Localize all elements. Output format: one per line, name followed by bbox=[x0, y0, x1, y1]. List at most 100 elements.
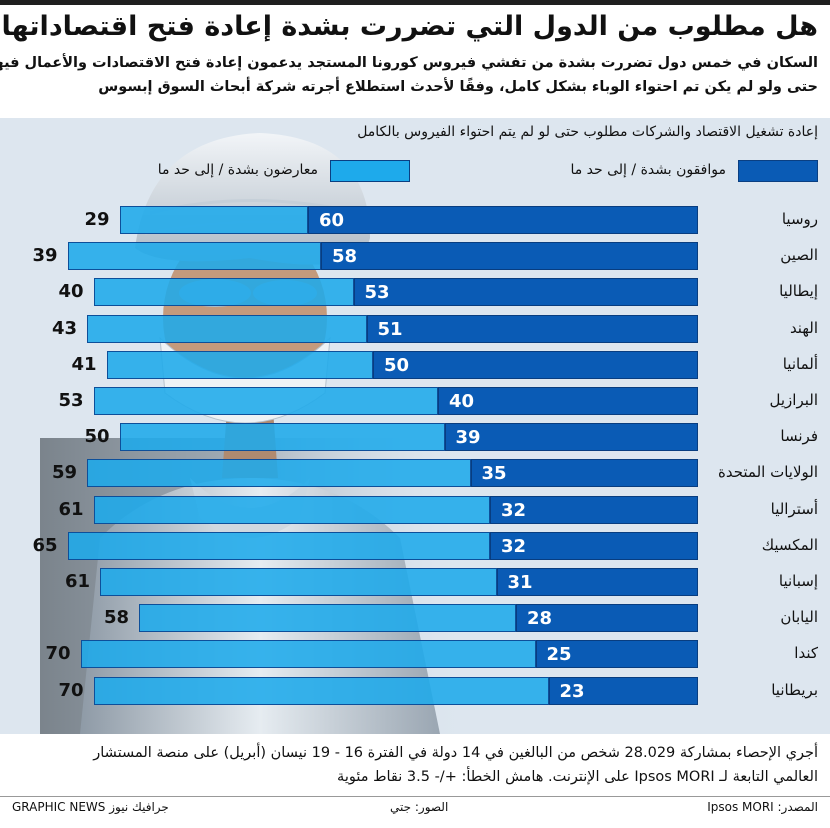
bar-oppose bbox=[93, 676, 549, 705]
data-label-oppose: 61 bbox=[58, 498, 84, 520]
category-label: البرازيل bbox=[769, 391, 819, 409]
bar-agree: 50 bbox=[373, 350, 698, 379]
data-label-agree: 58 bbox=[332, 246, 358, 268]
bar-agree: 32 bbox=[490, 495, 698, 524]
bar-row: 28 58 اليابان bbox=[0, 604, 830, 633]
category-label: بريطانيا bbox=[771, 680, 818, 699]
data-label-oppose: 40 bbox=[58, 281, 84, 303]
data-label-oppose: 39 bbox=[32, 245, 58, 267]
legend-label-oppose: معارضون بشدة / إلى حد ما bbox=[157, 162, 318, 178]
bar-oppose bbox=[93, 278, 354, 307]
data-label-agree: 31 bbox=[507, 572, 533, 593]
bar-row: 60 29 روسيا bbox=[0, 206, 830, 234]
footnote-line-1: أجري الإحصاء بمشاركة 28.029 شخص من البال… bbox=[93, 745, 818, 761]
bar-row: 50 41 ألمانيا bbox=[0, 350, 830, 379]
category-label: الصين bbox=[780, 246, 818, 265]
bar-row: 40 53 البرازيل bbox=[0, 387, 830, 415]
bar-oppose bbox=[87, 314, 367, 343]
data-label-agree: 35 bbox=[481, 463, 507, 485]
category-label: فرنسا bbox=[780, 427, 818, 446]
data-label-oppose: 70 bbox=[58, 679, 84, 701]
bar-row: 35 59 الولايات المتحدة bbox=[0, 459, 830, 488]
data-label-agree: 25 bbox=[546, 644, 572, 666]
bar-agree: 23 bbox=[548, 676, 698, 705]
bar-agree: 40 bbox=[438, 387, 698, 415]
data-label-oppose: 61 bbox=[64, 571, 90, 592]
category-label: أستراليا bbox=[770, 499, 818, 518]
bar-oppose bbox=[100, 568, 497, 596]
legend-swatch-agree bbox=[738, 160, 818, 182]
data-label-oppose: 59 bbox=[51, 462, 77, 484]
data-label-agree: 50 bbox=[384, 354, 410, 376]
data-label-agree: 60 bbox=[319, 210, 345, 231]
category-label: إسبانيا bbox=[778, 572, 818, 590]
category-label: اليابان bbox=[780, 608, 818, 627]
category-label: إيطاليا bbox=[779, 282, 818, 301]
bar-row: 25 70 كندا bbox=[0, 640, 830, 669]
bar-agree: 60 bbox=[308, 206, 698, 234]
data-label-oppose: 58 bbox=[103, 607, 129, 629]
legend-label-agree: موافقون بشدة / إلى حد ما bbox=[570, 162, 726, 178]
bar-agree: 51 bbox=[366, 314, 698, 343]
bar-agree: 58 bbox=[321, 242, 698, 271]
category-label: كندا bbox=[794, 644, 818, 663]
bar-oppose bbox=[67, 242, 321, 271]
bar-oppose bbox=[93, 387, 438, 415]
data-label-agree: 28 bbox=[527, 608, 553, 630]
bar-row: 58 39 الصين bbox=[0, 242, 830, 271]
data-label-oppose: 43 bbox=[51, 317, 77, 339]
bar-oppose bbox=[87, 459, 471, 488]
data-label-agree: 39 bbox=[455, 427, 481, 449]
category-label: ألمانيا bbox=[782, 354, 818, 373]
bar-row: 39 50 فرنسا bbox=[0, 423, 830, 452]
data-label-oppose: 41 bbox=[71, 353, 97, 375]
category-label: روسيا bbox=[781, 210, 818, 228]
bar-oppose bbox=[80, 640, 536, 669]
bar-oppose bbox=[139, 604, 516, 633]
bar-agree: 39 bbox=[444, 423, 698, 452]
bar-row: 32 65 المكسيك bbox=[0, 531, 830, 560]
legend-item-oppose: معارضون بشدة / إلى حد ما bbox=[10, 160, 410, 182]
category-label: الولايات المتحدة bbox=[717, 463, 818, 482]
category-label: المكسيك bbox=[761, 535, 818, 554]
top-rule bbox=[0, 0, 830, 5]
data-label-oppose: 65 bbox=[32, 534, 58, 556]
bar-oppose bbox=[106, 350, 373, 379]
bar-oppose bbox=[119, 206, 308, 234]
legend-swatch-oppose bbox=[330, 160, 410, 182]
footnote-line-2: العالمي التابعة لـ Ipsos MORI على الإنتر… bbox=[337, 769, 818, 785]
bar-agree: 35 bbox=[470, 459, 698, 488]
footer-photos: الصور: جتي bbox=[390, 800, 449, 814]
footer-source: المصدر: Ipsos MORI bbox=[707, 800, 818, 814]
chart-heading: إعادة تشغيل الاقتصاد والشركات مطلوب حتى … bbox=[357, 124, 818, 140]
bar-chart: 60 29 روسيا 58 39 الصين 53 40 إيطاليا 51 43 الهند 50… bbox=[0, 118, 830, 734]
bar-oppose bbox=[93, 495, 490, 524]
bar-agree: 28 bbox=[516, 604, 698, 633]
bar-row: 23 70 بريطانيا bbox=[0, 676, 830, 705]
subtitle-line-2: حتى ولو لم يكن تم احتواء الوباء بشكل كام… bbox=[98, 79, 818, 95]
bar-oppose bbox=[119, 423, 445, 452]
data-label-agree: 53 bbox=[364, 282, 390, 304]
bar-row: 32 61 أستراليا bbox=[0, 495, 830, 524]
bar-row: 31 61 إسبانيا bbox=[0, 568, 830, 596]
data-label-oppose: 53 bbox=[58, 390, 84, 411]
page-title: هل مطلوب من الدول التي تضررت بشدة إعادة … bbox=[0, 11, 818, 42]
data-label-agree: 32 bbox=[501, 499, 527, 521]
legend-item-agree: موافقون بشدة / إلى حد ما bbox=[410, 160, 818, 182]
data-label-oppose: 29 bbox=[84, 209, 110, 230]
data-label-agree: 23 bbox=[559, 680, 585, 702]
bar-agree: 31 bbox=[496, 568, 698, 596]
footer-brand: GRAPHIC NEWS جرافيك نيوز bbox=[12, 800, 169, 814]
data-label-agree: 32 bbox=[501, 535, 527, 557]
data-label-oppose: 70 bbox=[45, 643, 71, 665]
data-label-agree: 40 bbox=[449, 391, 475, 412]
data-label-agree: 51 bbox=[377, 318, 403, 340]
bar-row: 51 43 الهند bbox=[0, 314, 830, 343]
data-label-oppose: 50 bbox=[84, 426, 110, 448]
subtitle-line-1: السكان في خمس دول تضررت بشدة من تفشي فير… bbox=[0, 55, 818, 71]
bar-row: 53 40 إيطاليا bbox=[0, 278, 830, 307]
footer-divider bbox=[0, 796, 830, 797]
bar-agree: 53 bbox=[353, 278, 698, 307]
bar-agree: 32 bbox=[490, 531, 698, 560]
category-label: الهند bbox=[789, 318, 818, 337]
